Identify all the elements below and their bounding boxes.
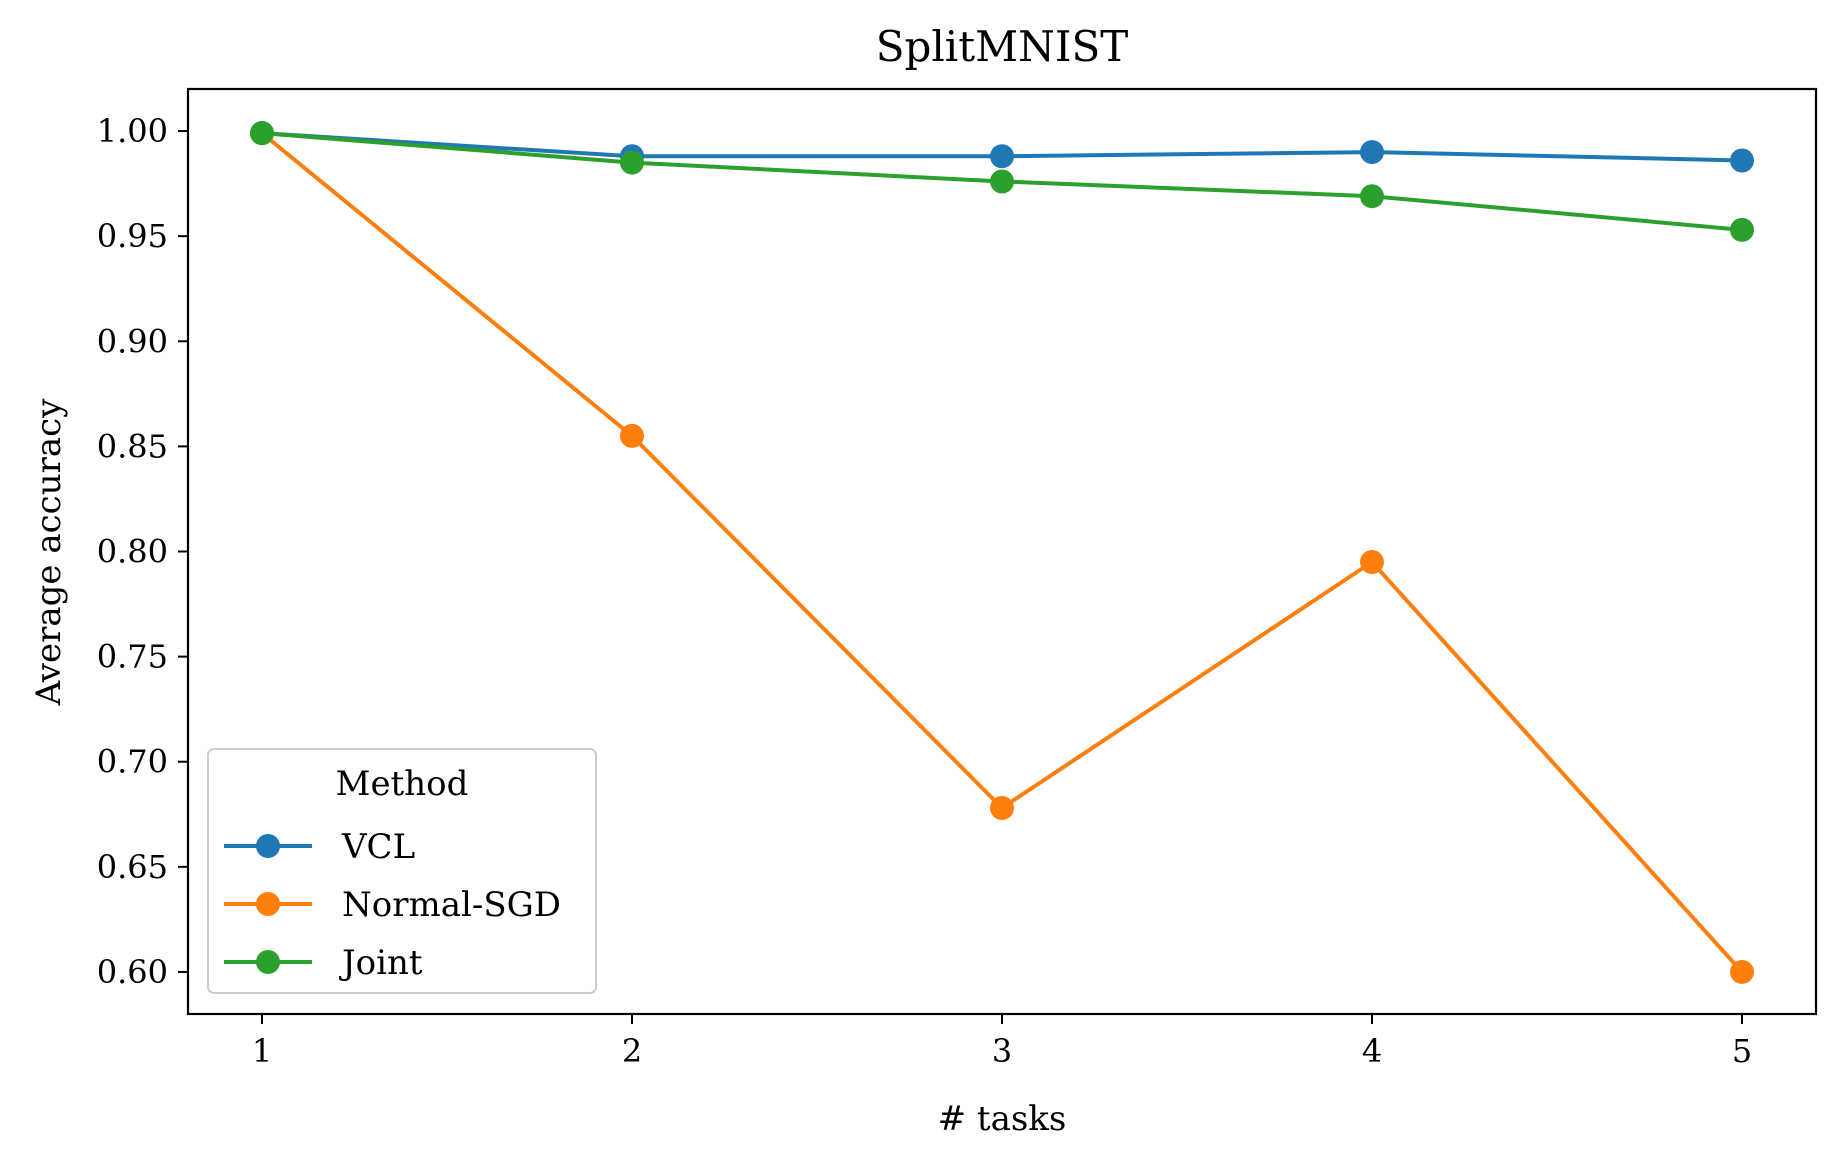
chart-title: SplitMNIST	[876, 22, 1129, 71]
data-point-joint	[1730, 217, 1754, 242]
data-point-joint	[250, 121, 274, 146]
data-point-joint	[620, 150, 644, 175]
legend-entry-vcl: VCL	[224, 827, 415, 867]
data-point-joint	[1360, 184, 1384, 209]
y-tick-label: 0.85	[97, 427, 168, 465]
series-joint	[250, 121, 1754, 242]
x-axis-label: # tasks	[938, 1099, 1067, 1139]
data-point-normal-sgd	[620, 423, 644, 448]
y-tick-label: 0.90	[97, 322, 168, 360]
x-tick-label: 1	[252, 1032, 272, 1070]
legend-title: Method	[336, 764, 469, 804]
x-tick-label: 3	[992, 1032, 1012, 1070]
y-tick-label: 0.95	[97, 217, 168, 255]
data-point-normal-sgd	[1730, 959, 1754, 984]
x-axis: 1 2 3 4 5	[252, 1014, 1752, 1070]
legend-label: Joint	[339, 943, 423, 983]
legend-entries: VCL Normal-SGD Joint	[224, 827, 561, 983]
y-tick-label: 0.65	[97, 848, 168, 886]
data-point-joint	[990, 169, 1014, 194]
legend-entry-joint: Joint	[224, 943, 423, 983]
x-tick-label: 4	[1362, 1032, 1382, 1070]
data-point-vcl	[1730, 148, 1754, 173]
data-point-vcl	[1360, 140, 1384, 165]
data-point-vcl	[990, 144, 1014, 169]
y-tick-label: 0.60	[97, 953, 168, 991]
legend-swatch-marker	[256, 950, 280, 974]
legend-entry-normal-sgd: Normal-SGD	[224, 885, 561, 925]
legend-swatch-marker	[256, 834, 280, 858]
legend-label: Normal-SGD	[342, 885, 561, 925]
y-axis-label: Average accuracy	[29, 398, 69, 707]
y-tick-label: 0.70	[97, 743, 168, 781]
legend-label: VCL	[341, 827, 415, 867]
legend-box	[207, 748, 597, 994]
y-tick-label: 0.75	[97, 638, 168, 676]
y-tick-label: 0.80	[97, 533, 168, 571]
legend-swatch-marker	[256, 892, 280, 916]
y-tick-label: 1.00	[97, 112, 168, 150]
data-point-normal-sgd	[1360, 550, 1384, 575]
x-tick-label: 5	[1732, 1032, 1752, 1070]
data-point-normal-sgd	[990, 795, 1014, 820]
x-tick-label: 2	[622, 1032, 642, 1070]
y-axis: 0.60 0.65 0.70 0.75 0.80 0.85 0.90 0.95 1.00	[97, 112, 188, 991]
legend: Method VCL Normal-SGD Joint	[207, 748, 597, 994]
series-vcl	[250, 121, 1754, 173]
series-layer	[250, 121, 1754, 984]
